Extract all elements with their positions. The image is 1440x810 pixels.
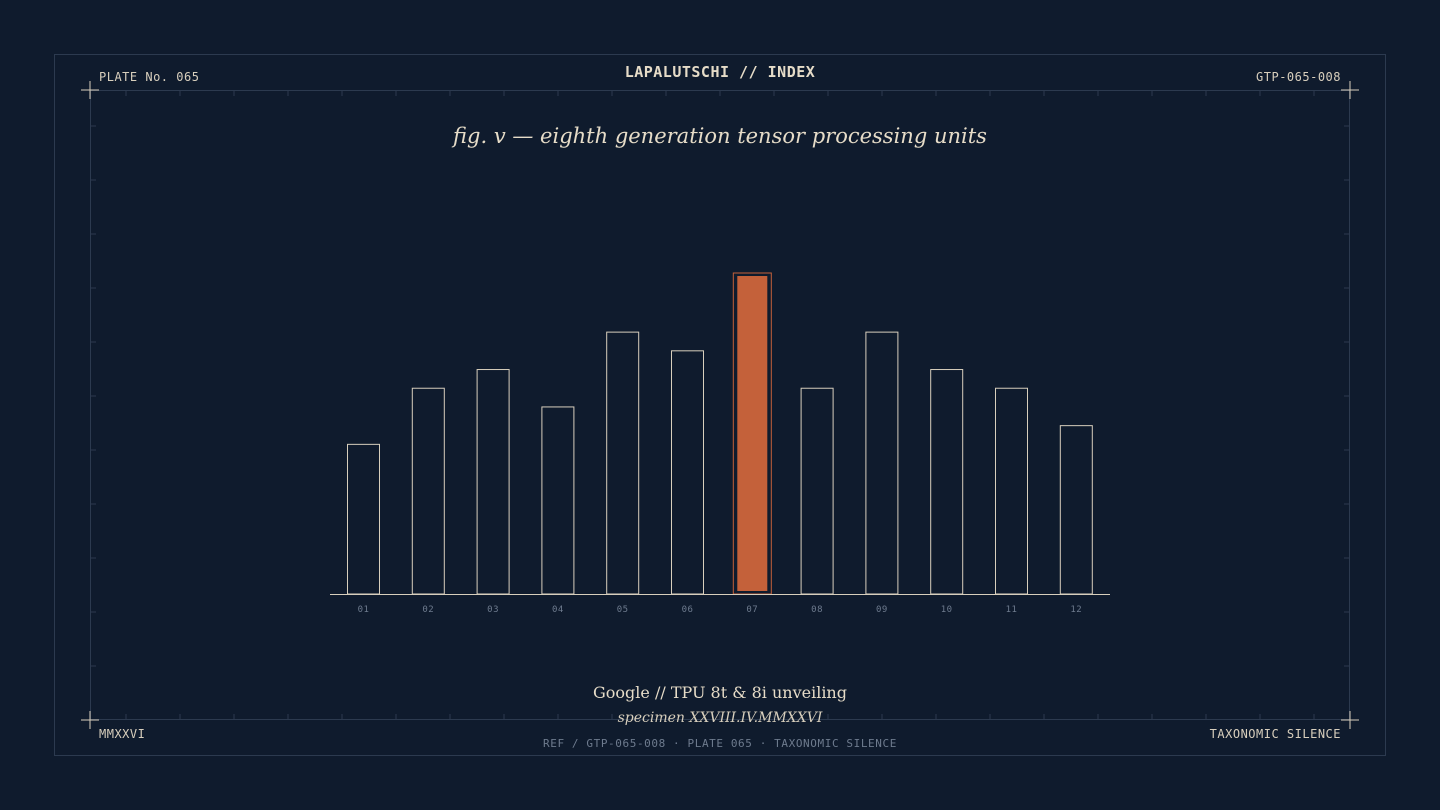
- bar-03: [476, 369, 510, 595]
- bar-10: [930, 369, 964, 595]
- bar-09: [865, 331, 899, 595]
- tick-label-05: 05: [617, 605, 629, 615]
- bar-04: [541, 406, 575, 595]
- outer-frame: [54, 54, 1386, 756]
- tick-label-07: 07: [746, 605, 758, 615]
- tick-label-04: 04: [552, 605, 564, 615]
- bar-01: [347, 443, 380, 595]
- bar-08: [800, 387, 834, 595]
- tick-label-01: 01: [358, 605, 370, 615]
- bar-06: [671, 350, 704, 595]
- bar-11: [995, 387, 1028, 595]
- reference-id: GTP-065-008: [1256, 70, 1341, 84]
- header-title: LAPALUTSCHI // INDEX: [624, 63, 816, 81]
- tick-label-06: 06: [682, 605, 694, 615]
- bar-05: [606, 331, 640, 595]
- chart-title: fig. v — eighth generation tensor proces…: [453, 124, 987, 148]
- tick-label-08: 08: [811, 605, 823, 615]
- tick-label-12: 12: [1070, 605, 1082, 615]
- plate-number: PLATE No. 065: [99, 70, 200, 84]
- tick-label-10: 10: [941, 605, 953, 615]
- caption-main: Google // TPU 8t & 8i unveiling: [593, 683, 847, 702]
- bar-02: [411, 387, 445, 595]
- tick-label-03: 03: [487, 605, 499, 615]
- tick-label-11: 11: [1006, 605, 1018, 615]
- taxonomic-label: TAXONOMIC SILENCE: [1209, 727, 1341, 741]
- tick-label-09: 09: [876, 605, 888, 615]
- footer-reference: REF / GTP-065-008 · PLATE 065 · TAXONOMI…: [543, 737, 897, 750]
- tick-label-02: 02: [422, 605, 434, 615]
- caption-specimen: specimen XXVIII.IV.MMXXVI: [617, 710, 823, 726]
- bar-12: [1059, 425, 1093, 595]
- bar-07: [737, 276, 768, 591]
- year-label: MMXXVI: [99, 727, 146, 741]
